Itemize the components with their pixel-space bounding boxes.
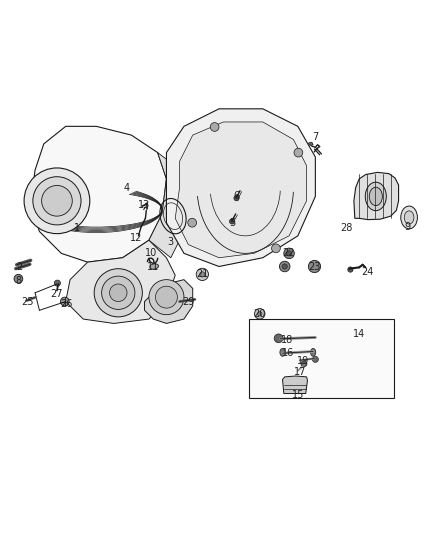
- Text: 21: 21: [196, 269, 208, 279]
- Circle shape: [312, 356, 318, 362]
- Circle shape: [274, 334, 283, 343]
- Ellipse shape: [365, 182, 386, 211]
- Circle shape: [94, 269, 142, 317]
- Circle shape: [284, 248, 294, 259]
- Circle shape: [14, 274, 23, 283]
- Ellipse shape: [280, 349, 285, 356]
- Circle shape: [258, 312, 262, 316]
- Polygon shape: [354, 172, 399, 220]
- Polygon shape: [283, 376, 307, 393]
- Text: 19: 19: [297, 356, 310, 366]
- Text: 17: 17: [294, 367, 306, 377]
- Text: 11: 11: [147, 262, 159, 271]
- Text: 25: 25: [21, 297, 33, 308]
- Text: 13: 13: [138, 200, 151, 210]
- Circle shape: [308, 260, 321, 273]
- Text: 20: 20: [254, 309, 266, 319]
- Circle shape: [230, 219, 235, 224]
- Text: 6: 6: [233, 191, 240, 201]
- Text: 10: 10: [145, 248, 157, 259]
- Text: 27: 27: [51, 289, 63, 298]
- Text: 18: 18: [281, 335, 293, 345]
- Text: 8: 8: [15, 276, 21, 286]
- Circle shape: [110, 284, 127, 302]
- Circle shape: [155, 286, 177, 308]
- Text: 7: 7: [312, 132, 318, 142]
- Text: 3: 3: [168, 237, 174, 247]
- Circle shape: [188, 219, 197, 227]
- Circle shape: [42, 185, 72, 216]
- Circle shape: [294, 148, 303, 157]
- Text: 2: 2: [17, 262, 23, 271]
- Text: 1: 1: [74, 223, 80, 233]
- Circle shape: [200, 272, 205, 277]
- Polygon shape: [166, 109, 315, 266]
- Text: 14: 14: [353, 329, 365, 340]
- Circle shape: [24, 168, 90, 233]
- Text: 23: 23: [308, 262, 321, 272]
- Ellipse shape: [401, 206, 417, 229]
- Text: 5: 5: [229, 217, 235, 228]
- Ellipse shape: [150, 264, 159, 269]
- Text: 12: 12: [130, 233, 142, 244]
- Circle shape: [234, 196, 239, 201]
- Text: 16: 16: [282, 348, 294, 358]
- Circle shape: [272, 244, 280, 253]
- Polygon shape: [308, 142, 313, 146]
- Text: 24: 24: [362, 266, 374, 277]
- Text: 9: 9: [404, 222, 410, 232]
- Polygon shape: [145, 280, 193, 324]
- Circle shape: [196, 268, 208, 280]
- Polygon shape: [175, 122, 307, 258]
- Circle shape: [60, 297, 69, 306]
- Ellipse shape: [369, 187, 382, 206]
- Circle shape: [33, 177, 81, 225]
- Circle shape: [286, 251, 292, 256]
- Circle shape: [301, 361, 307, 367]
- Circle shape: [348, 267, 353, 272]
- Text: 26: 26: [60, 298, 73, 309]
- Circle shape: [279, 261, 290, 272]
- Text: 28: 28: [340, 223, 352, 233]
- Polygon shape: [249, 319, 394, 398]
- Circle shape: [282, 264, 287, 269]
- Polygon shape: [66, 240, 175, 324]
- Text: 29: 29: [182, 296, 194, 306]
- Circle shape: [254, 309, 265, 319]
- Polygon shape: [31, 126, 166, 262]
- Polygon shape: [149, 152, 184, 258]
- Circle shape: [54, 280, 60, 286]
- Circle shape: [149, 280, 184, 314]
- Ellipse shape: [311, 349, 316, 356]
- Text: 4: 4: [124, 183, 130, 192]
- Ellipse shape: [404, 211, 414, 224]
- Circle shape: [210, 123, 219, 131]
- Circle shape: [102, 276, 135, 310]
- Text: 15: 15: [292, 390, 304, 400]
- Text: 22: 22: [282, 248, 294, 259]
